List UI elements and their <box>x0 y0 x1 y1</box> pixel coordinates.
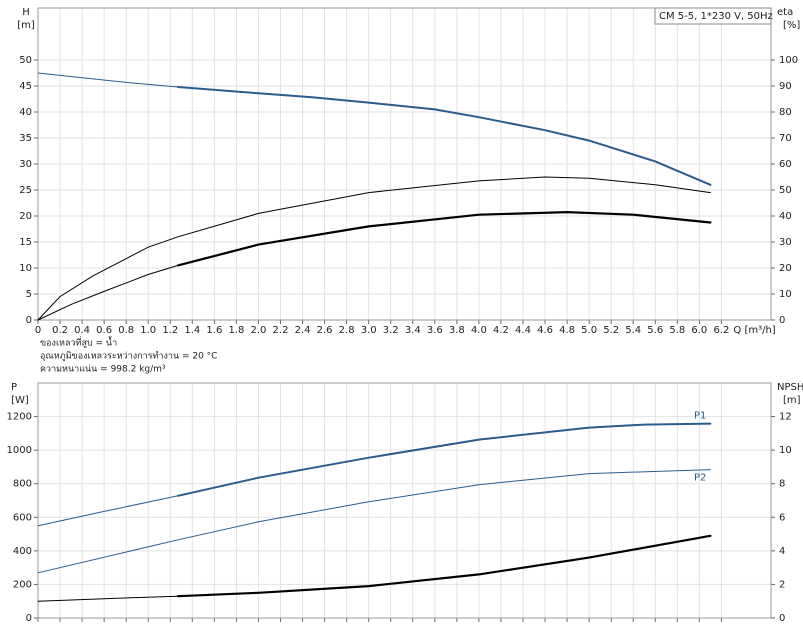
y-tick-label: 1200 <box>7 412 32 423</box>
legend-box <box>654 7 772 25</box>
x-tick-label: 6.2 <box>713 325 729 336</box>
y2-tick-label: 0 <box>779 315 785 326</box>
x-tick-label: 4.6 <box>537 325 553 336</box>
x-tick-label: 2.8 <box>339 325 355 336</box>
y2-tick-label: 50 <box>779 185 792 196</box>
x-tick-label: 5.2 <box>603 325 619 336</box>
curve <box>37 469 711 574</box>
y2-tick-label: 4 <box>779 546 785 557</box>
x-tick-label: 1.2 <box>162 325 178 336</box>
legend-text: CM 5-5, 1*230 V, 50Hz <box>659 11 773 22</box>
curve <box>37 264 179 321</box>
y2-tick-label: 70 <box>779 133 792 144</box>
x-tick-label: 6.0 <box>691 325 707 336</box>
y2-tick-label: 40 <box>779 211 792 222</box>
y-tick-label: 40 <box>19 107 32 118</box>
y-tick-label: 30 <box>19 159 32 170</box>
y2-tick-label: 20 <box>779 263 792 274</box>
y2-tick-label: 2 <box>779 579 785 590</box>
curve <box>37 495 179 527</box>
x-tick-label: 0 <box>35 325 41 336</box>
y-tick-label: 400 <box>13 546 32 557</box>
y2-tick-label: 100 <box>779 55 798 66</box>
y2-tick-label: 10 <box>779 289 792 300</box>
y2-tick-label: 0 <box>779 613 785 624</box>
x-tick-label: 3.2 <box>383 325 399 336</box>
x-tick-label: 5.8 <box>669 325 685 336</box>
y-tick-label: 200 <box>13 579 32 590</box>
note: ของเหลวที่สูบ = น้ำ <box>40 336 117 349</box>
y-tick-label: 50 <box>19 55 32 66</box>
y-tick-label: 15 <box>19 237 32 248</box>
x-tick-label: 3.8 <box>449 325 465 336</box>
x-tick-label: 1.0 <box>140 325 156 336</box>
y-axis-label: H <box>22 7 30 18</box>
x-tick-label: 3.6 <box>427 325 443 336</box>
x-tick-label: 0.8 <box>118 325 134 336</box>
x-tick-label: 5.4 <box>625 325 641 336</box>
x-tick-label: 4.0 <box>471 325 487 336</box>
x-tick-label: 5.0 <box>581 325 597 336</box>
x-tick-label: 0.2 <box>52 325 68 336</box>
x-tick-label: 2.2 <box>273 325 289 336</box>
series-label: P2 <box>694 473 706 484</box>
y-tick-label: 5 <box>26 289 32 300</box>
curve <box>176 534 712 598</box>
y-tick-label: 25 <box>19 185 32 196</box>
y-axis-label: P <box>11 382 17 393</box>
y2-tick-label: 6 <box>779 512 785 523</box>
x-tick-label: 1.4 <box>184 325 200 336</box>
curve <box>37 176 711 321</box>
y2-tick-label: 10 <box>779 445 792 456</box>
x-tick-label: 4.2 <box>493 325 509 336</box>
y2-axis-label: eta <box>777 7 793 18</box>
y-tick-label: 10 <box>19 263 32 274</box>
note: ความหนาแน่น = 998.2 kg/m³ <box>40 365 166 375</box>
x-tick-label: 4.8 <box>559 325 575 336</box>
y2-tick-label: 12 <box>779 412 792 423</box>
x-tick-label: 2.0 <box>250 325 266 336</box>
y2-axis-unit: [m] <box>783 395 801 406</box>
y2-tick-label: 90 <box>779 81 792 92</box>
y-tick-label: 1000 <box>7 445 32 456</box>
curve <box>37 72 179 88</box>
x-tick-label: 3.0 <box>361 325 377 336</box>
x-tick-label: 0.6 <box>96 325 112 336</box>
x-tick-label: 4.4 <box>515 325 531 336</box>
y-tick-label: 600 <box>13 512 32 523</box>
x-tick-label: 3.4 <box>405 325 421 336</box>
y2-axis-unit: [%] <box>783 20 800 31</box>
y2-tick-label: 30 <box>779 237 792 248</box>
y-tick-label: 0 <box>26 613 32 624</box>
y-tick-label: 20 <box>19 211 32 222</box>
x-tick-label: 2.6 <box>317 325 333 336</box>
y2-tick-label: 80 <box>779 107 792 118</box>
plot-frame <box>37 382 772 619</box>
y-axis-unit: [m] <box>17 20 35 31</box>
y-tick-label: 45 <box>19 81 32 92</box>
y-axis-unit: [W] <box>11 395 29 406</box>
plot-area <box>38 383 771 618</box>
y2-tick-label: 8 <box>779 479 785 490</box>
y-tick-label: 35 <box>19 133 32 144</box>
y-tick-label: 0 <box>26 315 32 326</box>
curve <box>177 86 712 186</box>
y2-axis-label: NPSH <box>777 382 803 393</box>
x-tick-label: 2.4 <box>295 325 311 336</box>
x-tick-label: 5.6 <box>647 325 663 336</box>
y-tick-label: 800 <box>13 479 32 490</box>
y2-tick-label: 60 <box>779 159 792 170</box>
series-label: P1 <box>694 411 706 422</box>
x-tick-label: 0.4 <box>74 325 90 336</box>
x-tick-label: 1.8 <box>228 325 244 336</box>
plot-frame <box>37 7 772 321</box>
curve <box>176 210 712 267</box>
note: อุณหภูมิของเหลวระหว่างการทำงาน = 20 °C <box>40 351 217 362</box>
x-tick-label: 1.6 <box>206 325 222 336</box>
x-axis-label: Q [m³/h] <box>733 325 775 336</box>
curve <box>177 422 712 497</box>
curve <box>37 595 179 602</box>
